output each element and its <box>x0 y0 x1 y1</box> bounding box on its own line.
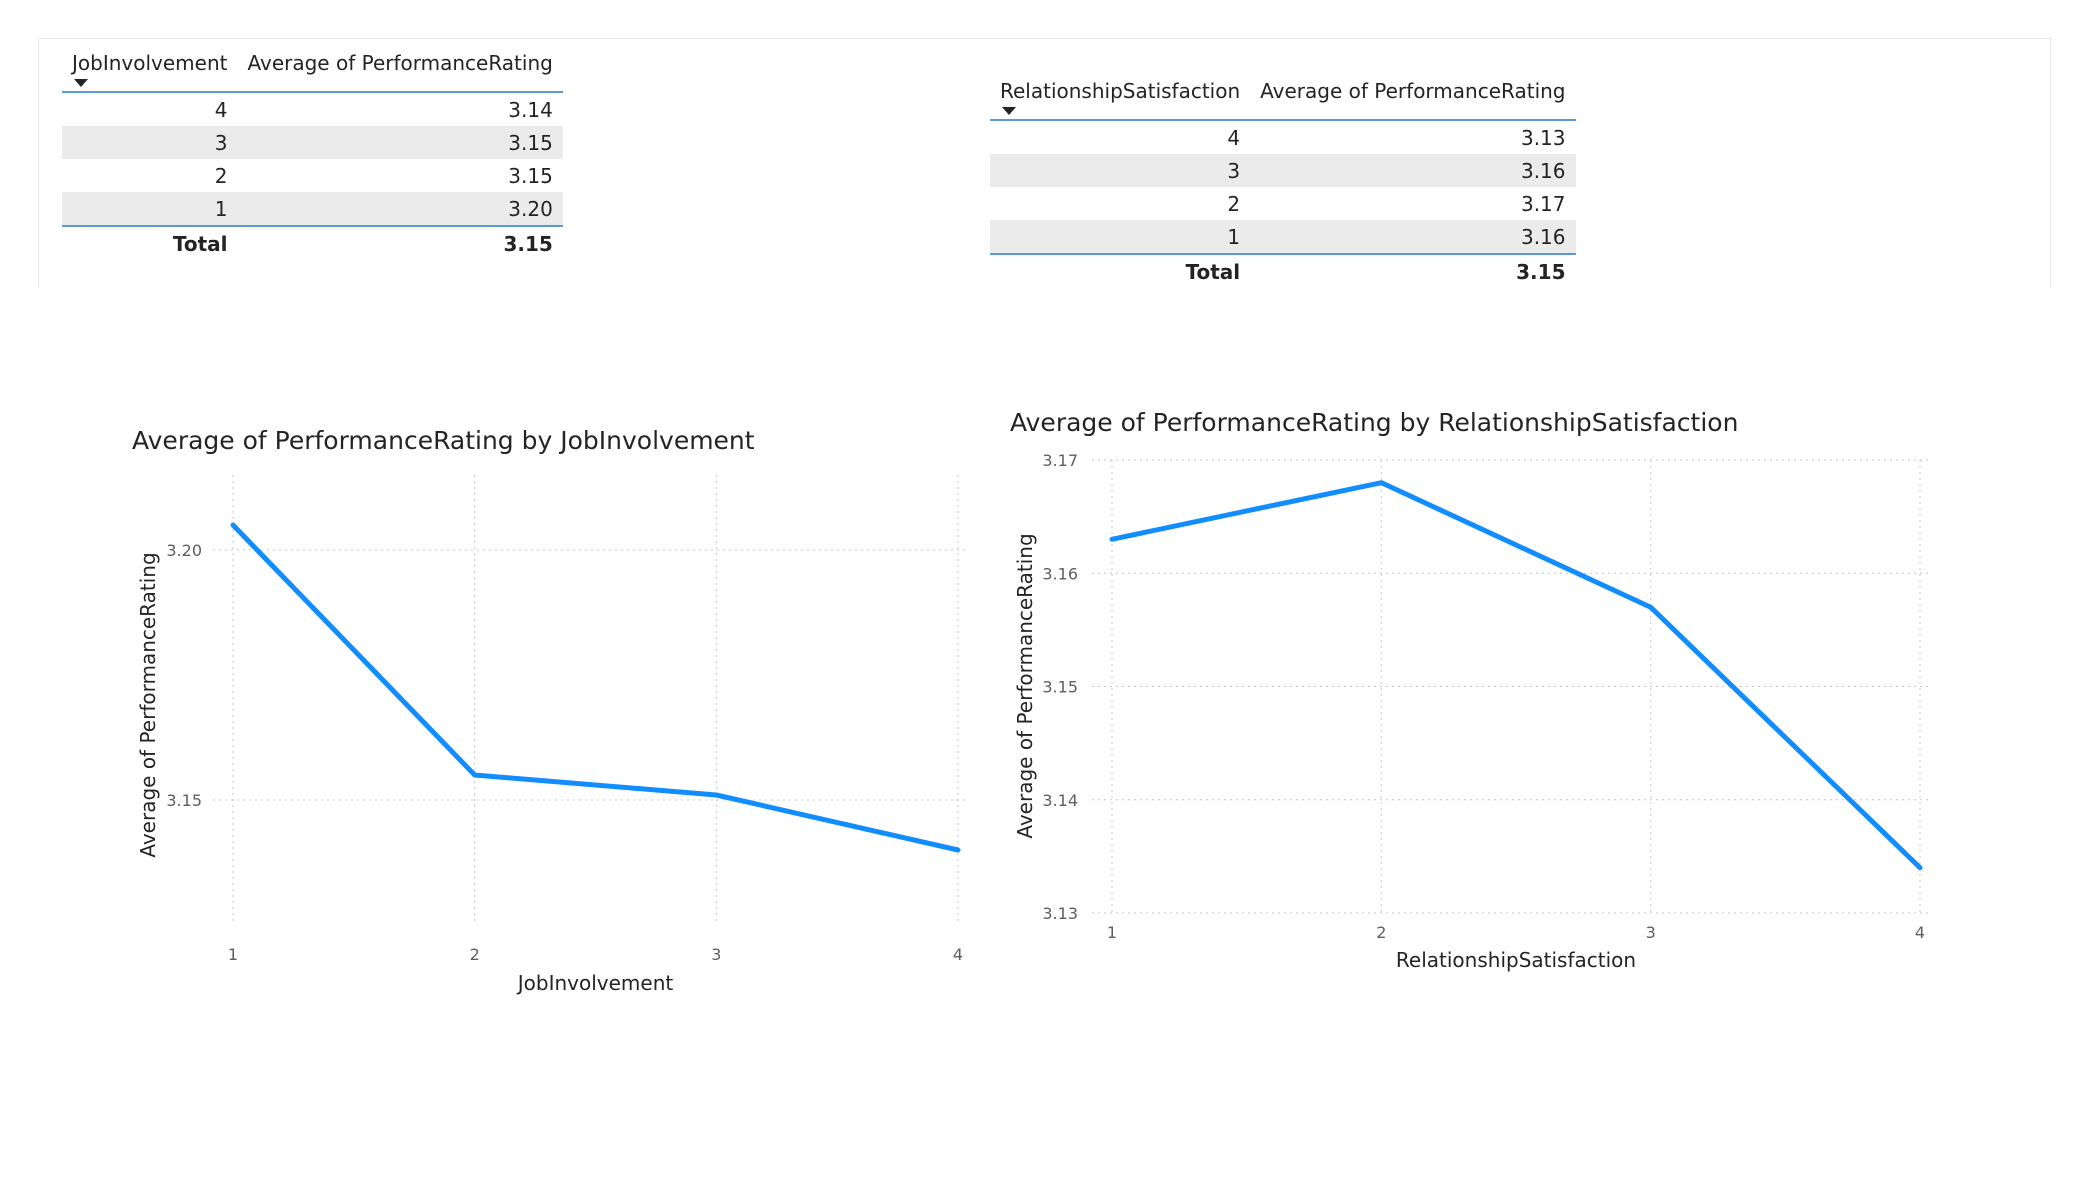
x-tick-label: 2 <box>1376 923 1386 942</box>
table-row[interactable]: 1 3.20 <box>62 192 563 226</box>
y-tick-label: 3.13 <box>1042 904 1078 923</box>
column-header-jobinvolvement[interactable]: JobInvolvement <box>62 45 237 92</box>
column-header-label: RelationshipSatisfaction <box>1000 79 1241 103</box>
table-total-row: Total 3.15 <box>62 226 563 260</box>
table-row[interactable]: 3 3.16 <box>990 154 1576 187</box>
series-line <box>230 522 961 853</box>
sort-descending-icon[interactable] <box>74 79 88 87</box>
total-label: Total <box>172 231 228 256</box>
table-cell-value: 3.15 <box>237 126 563 159</box>
column-header-label: Average of PerformanceRating <box>1260 79 1566 103</box>
table-cell-value: 3.16 <box>1250 154 1576 187</box>
table-cell-value: 3.17 <box>1520 191 1566 216</box>
table-cell-key: 1 <box>990 220 1251 254</box>
line-chart-jobinvolvement[interactable]: 3.15 3.20 1 2 3 4 JobInvolvement Average of Per… <box>136 475 968 995</box>
sort-descending-icon[interactable] <box>1002 107 1016 115</box>
y-tick-label: 3.15 <box>1042 678 1078 697</box>
table-cell-key: 1 <box>62 192 238 226</box>
y-tick-label: 3.14 <box>1042 791 1078 810</box>
table-row[interactable]: 4 3.14 <box>62 92 563 126</box>
table-cell-value: 3.15 <box>508 163 553 188</box>
table-header-row: JobInvolvement Average of PerformanceRat… <box>62 45 563 92</box>
table-header-row: RelationshipSatisfaction Average of Perf… <box>990 73 1576 120</box>
total-value: 3.15 <box>503 231 553 256</box>
total-label: Total <box>1185 259 1241 284</box>
y-tick-label: 3.16 <box>1042 564 1078 583</box>
column-header-label: JobInvolvement <box>72 51 228 75</box>
table-cell-key: 3 <box>990 154 1251 187</box>
x-tick-label: 1 <box>228 945 238 964</box>
chart-title-jobinvolvement: Average of PerformanceRating by JobInvol… <box>132 426 755 455</box>
table-total-row: Total 3.15 <box>990 254 1576 288</box>
x-tick-label: 4 <box>1915 923 1925 942</box>
x-axis-title: JobInvolvement <box>516 971 674 995</box>
y-axis-title: Average of PerformanceRating <box>136 552 160 857</box>
x-tick-label: 3 <box>1646 923 1656 942</box>
y-tick-label: 3.15 <box>166 791 202 810</box>
table-row[interactable]: 4 3.13 <box>990 120 1576 154</box>
column-header-average-performance[interactable]: Average of PerformanceRating <box>1250 73 1575 120</box>
y-axis-title: Average of PerformanceRating <box>1013 533 1037 838</box>
y-tick-label: 3.20 <box>166 541 202 560</box>
total-value: 3.15 <box>1516 259 1566 284</box>
y-tick-label: 3.17 <box>1042 451 1078 470</box>
table-row[interactable]: 2 3.15 <box>62 159 563 192</box>
chart-title-relationshipsatisfaction: Average of PerformanceRating by Relation… <box>1010 408 1739 437</box>
table-cell-key: 4 <box>214 97 228 122</box>
visual-border-right <box>2050 38 2051 288</box>
table-cell-key: 2 <box>214 163 228 188</box>
table-cell-key: 4 <box>1227 125 1241 150</box>
series-line <box>1109 480 1923 871</box>
table-cell-value: 3.20 <box>237 192 563 226</box>
table-cell-value: 3.16 <box>1250 220 1576 254</box>
x-tick-label: 3 <box>711 945 721 964</box>
column-header-relationshipsatisfaction[interactable]: RelationshipSatisfaction <box>990 73 1250 120</box>
table-cell-value: 3.14 <box>508 97 553 122</box>
column-header-label: Average of PerformanceRating <box>247 51 553 75</box>
column-header-average-performance[interactable]: Average of PerformanceRating <box>237 45 562 92</box>
relationshipsatisfaction-table: RelationshipSatisfaction Average of Perf… <box>990 73 1576 288</box>
x-tick-label: 4 <box>953 945 963 964</box>
table-cell-key: 2 <box>1227 191 1241 216</box>
table-row[interactable]: 3 3.15 <box>62 126 563 159</box>
table-cell-value: 3.13 <box>1520 125 1566 150</box>
table-row[interactable]: 2 3.17 <box>990 187 1576 220</box>
table-row[interactable]: 1 3.16 <box>990 220 1576 254</box>
line-chart-relationshipsatisfaction[interactable]: 3.13 3.14 3.15 3.16 3.17 1 2 3 4 RelationshipSati… <box>1013 451 1930 972</box>
x-tick-label: 1 <box>1107 923 1117 942</box>
visual-border-top <box>40 38 2050 39</box>
x-tick-label: 2 <box>470 945 480 964</box>
jobinvolvement-table: JobInvolvement Average of PerformanceRat… <box>62 45 563 260</box>
table-cell-key: 3 <box>62 126 238 159</box>
x-axis-title: RelationshipSatisfaction <box>1396 948 1636 972</box>
visual-border-left <box>38 38 39 288</box>
